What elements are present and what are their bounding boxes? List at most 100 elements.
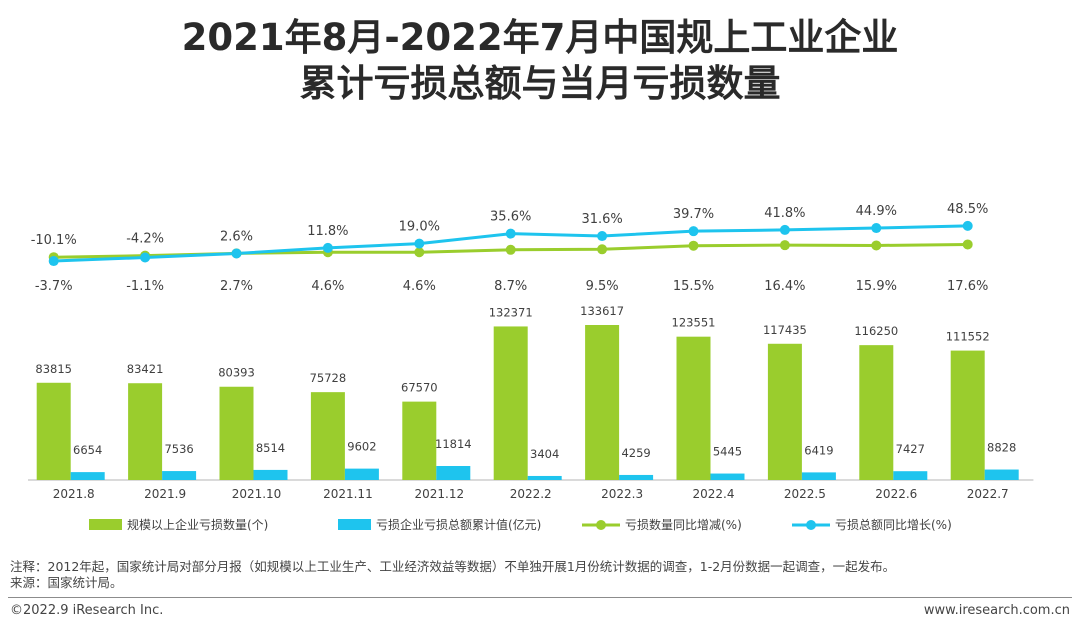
x-tick-label: 2022.2 — [510, 487, 552, 501]
source-note: 来源：国家统计局。 — [10, 575, 123, 590]
line-label-loss-count-yoy: 2.7% — [220, 279, 253, 294]
x-tick-label: 2022.3 — [601, 487, 643, 501]
copyright: ©2022.9 iResearch Inc. — [10, 603, 164, 618]
bar-label-loss-amount: 7427 — [896, 442, 925, 456]
bar-label-loss-count: 133617 — [580, 304, 624, 318]
line-label-loss-amount-yoy: 44.9% — [856, 204, 897, 219]
bar-label-loss-amount: 8514 — [256, 441, 285, 455]
point-loss-count-yoy — [962, 239, 973, 250]
point-loss-amount-yoy — [48, 256, 59, 267]
x-tick-label: 2021.12 — [414, 487, 464, 501]
bar-label-loss-count: 123551 — [672, 316, 716, 330]
bar-label-loss-amount: 11814 — [435, 437, 472, 451]
bar-loss-count — [767, 343, 802, 480]
line-label-loss-amount-yoy: -10.1% — [31, 233, 77, 248]
bar-loss-amount — [70, 472, 105, 480]
bar-loss-amount — [162, 471, 197, 480]
legend-label-amount-yoy: 亏损总额同比增长(%) — [835, 518, 952, 532]
bar-loss-amount — [344, 468, 379, 480]
line-label-loss-amount-yoy: 11.8% — [307, 224, 348, 239]
bar-label-loss-amount: 7536 — [164, 442, 193, 456]
line-label-loss-count-yoy: 17.6% — [947, 279, 988, 294]
line-label-loss-amount-yoy: 39.7% — [673, 207, 714, 222]
bar-loss-count — [402, 401, 437, 480]
bar-loss-amount — [253, 469, 288, 480]
line-label-loss-count-yoy: 8.7% — [494, 279, 527, 294]
bar-label-loss-count: 132371 — [489, 305, 533, 319]
chart-title-line-1: 2021年8月-2022年7月中国规上工业企业 — [181, 16, 899, 59]
line-label-loss-amount-yoy: -4.2% — [126, 232, 164, 247]
bar-loss-amount — [436, 466, 471, 480]
bar-label-loss-count: 80393 — [218, 366, 255, 380]
line-label-loss-amount-yoy: 41.8% — [764, 206, 805, 221]
legend-swatch-loss-count — [89, 519, 122, 530]
line-label-loss-count-yoy: 16.4% — [764, 279, 805, 294]
line-label-loss-count-yoy: -3.7% — [35, 279, 73, 294]
point-loss-amount-yoy — [414, 238, 425, 249]
bar-label-loss-count: 111552 — [946, 330, 990, 344]
footer-divider — [8, 597, 1072, 598]
line-label-loss-amount-yoy: 31.6% — [581, 212, 622, 227]
bar-loss-amount — [527, 475, 562, 480]
point-loss-amount-yoy — [597, 231, 608, 242]
bar-label-loss-amount: 3404 — [530, 447, 559, 461]
bar-label-loss-count: 67570 — [401, 381, 438, 395]
chart-canvas: 83815 6654 2021.8 83421 7536 2021.9 80393 8514 2… — [28, 202, 1034, 532]
line-label-loss-count-yoy: -1.1% — [126, 279, 164, 294]
point-loss-amount-yoy — [871, 223, 882, 234]
line-label-loss-amount-yoy: 35.6% — [490, 210, 531, 225]
legend-swatch-loss-amount — [338, 519, 371, 530]
legend-label-loss-count: 规模以上企业亏损数量(个) — [127, 517, 268, 532]
bar-loss-amount — [801, 472, 836, 480]
point-loss-amount-yoy — [322, 242, 333, 253]
bar-loss-count — [493, 326, 528, 480]
point-loss-amount-yoy — [779, 224, 790, 235]
point-loss-count-yoy — [414, 247, 425, 258]
chart-title-line-2: 累计亏损总额与当月亏损数量 — [299, 62, 781, 105]
line-label-loss-amount-yoy: 2.6% — [220, 229, 253, 244]
legend-marker-amount-yoy — [806, 520, 816, 530]
legend-label-loss-amount: 亏损企业亏损总额累计值(亿元) — [376, 517, 541, 532]
website-url: www.iresearch.com.cn — [923, 603, 1070, 618]
point-loss-count-yoy — [597, 244, 608, 255]
legend-marker-count-yoy — [596, 520, 606, 530]
x-tick-label: 2022.6 — [875, 487, 917, 501]
x-tick-label: 2022.5 — [784, 487, 826, 501]
bar-loss-count — [585, 325, 620, 480]
point-loss-amount-yoy — [231, 248, 242, 259]
bar-loss-count — [859, 345, 894, 480]
line-label-loss-count-yoy: 15.5% — [673, 279, 714, 294]
point-loss-amount-yoy — [505, 228, 516, 239]
x-tick-label: 2021.11 — [323, 487, 373, 501]
bar-label-loss-amount: 6419 — [804, 443, 833, 457]
bar-label-loss-count: 75728 — [310, 371, 347, 385]
bar-loss-count — [128, 383, 163, 480]
bar-loss-amount — [893, 471, 928, 480]
footnote: 注释：2012年起，国家统计局对部分月报（如规模以上工业生产、工业经济效益等数据… — [10, 559, 896, 574]
bar-label-loss-count: 83421 — [127, 362, 164, 376]
bar-loss-amount — [984, 469, 1019, 480]
bar-loss-count — [219, 386, 254, 480]
x-tick-label: 2022.7 — [967, 487, 1009, 501]
x-tick-label: 2021.10 — [232, 487, 282, 501]
line-label-loss-count-yoy: 9.5% — [586, 279, 619, 294]
bar-loss-count — [950, 350, 985, 480]
bar-label-loss-count: 117435 — [763, 323, 807, 337]
bar-label-loss-count: 116250 — [854, 324, 898, 338]
bar-loss-count — [676, 336, 711, 480]
point-loss-count-yoy — [688, 240, 699, 251]
bar-label-loss-amount: 5445 — [713, 445, 742, 459]
bar-loss-count — [36, 382, 71, 480]
line-label-loss-amount-yoy: 19.0% — [399, 220, 440, 235]
x-tick-label: 2021.8 — [53, 487, 95, 501]
bar-label-loss-amount: 4259 — [621, 446, 650, 460]
point-loss-count-yoy — [779, 240, 790, 251]
line-label-loss-count-yoy: 15.9% — [856, 279, 897, 294]
point-loss-amount-yoy — [962, 220, 973, 231]
x-tick-label: 2021.9 — [144, 487, 186, 501]
bar-loss-amount — [710, 473, 745, 480]
point-loss-count-yoy — [871, 240, 882, 251]
bar-label-loss-amount: 8828 — [987, 441, 1016, 455]
bar-label-loss-amount: 9602 — [347, 440, 376, 454]
bar-label-loss-amount: 6654 — [73, 443, 102, 457]
